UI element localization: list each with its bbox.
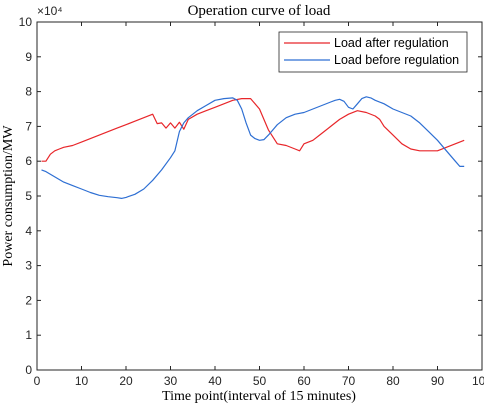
- x-tick-label: 20: [119, 374, 133, 388]
- x-tick-label: 100: [472, 374, 484, 388]
- axis-ticks: 0 10 20 30 40 50 60 70 80 90 100 0 1 2 3 4 5 6 7 8 9 10: [19, 15, 484, 388]
- y-axis-title: Power consumption/MW: [1, 125, 16, 267]
- y-tick-label: 1: [25, 328, 32, 342]
- y-tick-label: 6: [25, 154, 32, 168]
- series-line-before-regulation: [41, 96, 465, 199]
- y-tick-label: 10: [19, 15, 33, 29]
- y-tick-label: 2: [25, 293, 32, 307]
- x-tick-label: 40: [208, 374, 222, 388]
- series-line-after-regulation: [41, 97, 465, 162]
- plot-frame: [36, 21, 483, 371]
- y-tick-label: 9: [25, 50, 32, 64]
- y-exponent-label: ×10⁴: [37, 4, 63, 18]
- plot-area: [37, 22, 482, 370]
- x-tick-label: 70: [342, 374, 356, 388]
- y-tick-label: 7: [25, 119, 32, 133]
- x-tick-label: 60: [297, 374, 311, 388]
- x-axis-title: Time point(interval of 15 minutes): [162, 389, 356, 404]
- y-tick-label: 0: [25, 363, 32, 377]
- x-tick-label: 50: [253, 374, 267, 388]
- y-tick-label: 4: [25, 224, 32, 238]
- x-tick-label: 90: [431, 374, 445, 388]
- y-tick-label: 3: [25, 259, 32, 273]
- x-tick-label: 0: [34, 374, 41, 388]
- chart-title: Operation curve of load: [188, 3, 331, 19]
- x-tick-label: 10: [75, 374, 89, 388]
- legend-label-after: Load after regulation: [334, 36, 449, 50]
- legend-label-before: Load before regulation: [334, 53, 459, 67]
- legend: Load after regulation Load before regula…: [278, 31, 468, 73]
- series-lines: [41, 96, 465, 199]
- y-tick-label: 5: [25, 189, 32, 203]
- legend-box: [278, 31, 468, 73]
- x-tick-label: 80: [386, 374, 400, 388]
- x-tick-label: 30: [164, 374, 178, 388]
- y-tick-label: 8: [25, 85, 32, 99]
